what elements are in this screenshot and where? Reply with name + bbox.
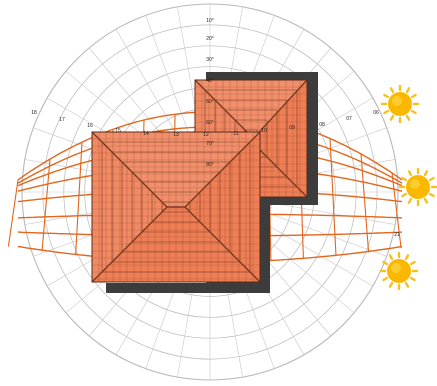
roof-edge bbox=[91, 131, 261, 283]
hour-label: 09 bbox=[289, 125, 295, 131]
sun-ray bbox=[405, 87, 411, 94]
hour-label: 12 bbox=[203, 132, 209, 138]
sun-ray bbox=[383, 93, 390, 99]
roof-hip bbox=[194, 79, 252, 137]
altitude-label: 60° bbox=[206, 120, 214, 126]
sun-ray bbox=[389, 114, 395, 121]
sun-highlight bbox=[391, 263, 401, 273]
altitude-label: 30° bbox=[206, 57, 214, 63]
roof-hip bbox=[184, 206, 261, 283]
hour-line bbox=[391, 172, 402, 249]
sun-ray bbox=[423, 170, 429, 177]
altitude-label: 10° bbox=[206, 18, 214, 24]
sun-highlight bbox=[410, 179, 420, 189]
hour-line bbox=[7, 179, 19, 247]
hour-line bbox=[75, 142, 83, 256]
sun-ray bbox=[407, 170, 413, 177]
hour-label: 11 bbox=[233, 131, 238, 137]
sun-ray bbox=[401, 192, 408, 198]
altitude-label: 80° bbox=[206, 162, 214, 168]
sun-ray bbox=[382, 260, 389, 266]
altitude-label: 40° bbox=[206, 78, 214, 84]
hour-label: 15 bbox=[115, 128, 121, 134]
sun-ray bbox=[409, 260, 416, 266]
hour-label: 13 bbox=[173, 132, 179, 138]
roof-hip bbox=[250, 79, 308, 142]
hour-line bbox=[329, 138, 337, 256]
roof-hip bbox=[91, 206, 168, 283]
sun-ray bbox=[388, 281, 394, 288]
hour-label: 10 bbox=[261, 128, 267, 134]
sun-ray bbox=[423, 197, 429, 204]
sun-icon bbox=[398, 167, 437, 207]
lower-left-roof bbox=[91, 131, 261, 283]
altitude-label: 20° bbox=[206, 36, 214, 42]
hour-label: 06 bbox=[373, 110, 379, 116]
sun-ray bbox=[407, 197, 413, 204]
sun-icons bbox=[379, 84, 437, 291]
hour-label: 18 bbox=[31, 110, 37, 116]
sun-ray bbox=[410, 109, 417, 115]
altitude-label: 50° bbox=[206, 99, 214, 105]
sun-highlight bbox=[392, 96, 402, 106]
hour-line bbox=[41, 159, 51, 252]
sun-ray bbox=[409, 276, 416, 282]
hour-label: 07 bbox=[346, 116, 352, 122]
sun-icon bbox=[379, 251, 419, 291]
sun-ray bbox=[410, 93, 417, 99]
roofs bbox=[91, 79, 308, 283]
hour-label: 14 bbox=[143, 131, 149, 137]
sun-icon bbox=[380, 84, 420, 124]
sun-ray bbox=[388, 254, 394, 261]
hour-label: 08 bbox=[319, 122, 325, 128]
sun-ray bbox=[428, 192, 435, 198]
roof-hip bbox=[184, 131, 261, 208]
sun-ray bbox=[383, 109, 390, 115]
hour-label: 16 bbox=[87, 123, 93, 129]
band-edge-label: 21 bbox=[394, 232, 400, 238]
roof-plane bbox=[92, 132, 167, 282]
sun-ray bbox=[428, 176, 435, 182]
hour-line bbox=[360, 153, 370, 253]
roof-hip bbox=[91, 131, 168, 208]
sun-ray bbox=[404, 254, 410, 261]
sun-ray bbox=[382, 276, 389, 282]
diagram-labels: 10° 20° 30° 40° 50° 60° 70° 80° 18 17 16 15 14 13 12 11… bbox=[31, 18, 400, 238]
sun-ray bbox=[404, 281, 410, 288]
sun-ray bbox=[389, 87, 395, 94]
sun-ray bbox=[405, 114, 411, 121]
sun-ray bbox=[401, 176, 408, 182]
altitude-label: 70° bbox=[206, 141, 214, 147]
hour-label: 17 bbox=[59, 117, 65, 123]
